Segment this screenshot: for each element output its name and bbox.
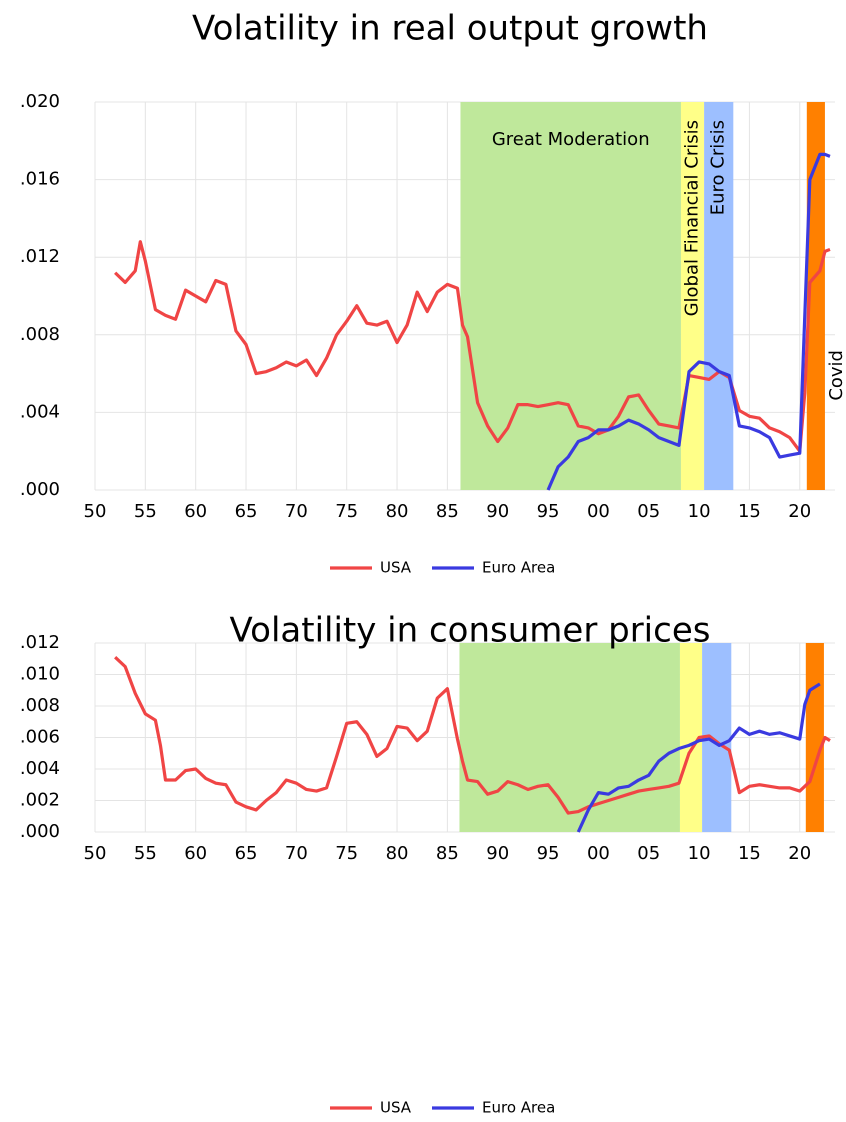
y-tick-label: .002 [20,790,60,811]
x-tick-label: 00 [587,843,610,864]
x-tick-label: 70 [285,501,308,522]
y-tick-label: .004 [20,401,60,422]
y-tick-label: .012 [20,632,60,653]
chart: .000 .002 .004 .006 .008 .010 .012 50 55 60 65 70 75… [20,611,835,1117]
period-label: Global Financial Crisis [682,120,703,316]
chart-title: Volatility in real output growth [192,9,708,49]
y-tick-label: .016 [20,169,60,190]
x-tick-label: 65 [235,843,258,864]
x-tick-label: 75 [335,843,358,864]
x-tick-label: 00 [587,501,610,522]
x-tick-label: 90 [486,843,509,864]
x-tick-label: 75 [335,501,358,522]
x-tick-label: 85 [436,501,459,522]
chart-title: Volatility in consumer prices [230,611,711,651]
chart: .000 .004 .008 .012 .016 .020 50 55 60 65 70 75 80 85… [20,9,846,577]
x-tick-label: 20 [788,501,811,522]
data-line [576,682,821,833]
x-tick-label: 55 [134,843,157,864]
x-tick-label: 15 [738,843,761,864]
x-tick-label: 10 [688,843,711,864]
y-tick-label: .004 [20,758,60,779]
legend: USA Euro Area [330,559,555,577]
shaded-period [704,102,734,490]
y-tick-label: .006 [20,727,60,748]
x-tick-label: 55 [134,501,157,522]
legend: USA Euro Area [330,1099,555,1117]
shaded-period [459,643,680,832]
x-tick-label: 70 [285,843,308,864]
x-tick-label: 80 [386,501,409,522]
y-tick-label: .000 [20,821,60,842]
shaded-period [806,102,825,490]
x-tick-label: 50 [84,501,107,522]
x-tick-label: 15 [738,501,761,522]
shaded-period [460,102,681,490]
y-tick-label: .020 [20,91,60,112]
shaded-period [679,643,703,832]
x-tick-label: 95 [537,501,560,522]
x-tick-label: 20 [788,843,811,864]
x-tick-label: 60 [184,501,207,522]
shaded-period [805,643,824,832]
x-tick-label: 95 [537,843,560,864]
y-tick-label: .000 [20,479,60,500]
x-tick-label: 60 [184,843,207,864]
y-tick-label: .010 [20,664,60,685]
x-tick-label: 50 [84,843,107,864]
legend-label: Euro Area [482,559,555,577]
legend-label: USA [380,559,412,577]
data-line [114,656,831,815]
data-line [546,152,831,491]
x-tick-label: 85 [436,843,459,864]
y-tick-label: .008 [20,324,60,345]
x-tick-label: 80 [386,843,409,864]
x-tick-label: 10 [688,501,711,522]
x-tick-label: 65 [235,501,258,522]
period-label: Covid [826,350,846,401]
legend-label: Euro Area [482,1099,555,1117]
x-tick-label: 05 [637,843,660,864]
y-tick-label: .008 [20,695,60,716]
x-tick-label: 90 [486,501,509,522]
y-tick-label: .012 [20,246,60,267]
period-label: Great Moderation [492,129,650,150]
period-label: Euro Crisis [708,120,729,215]
legend-label: USA [380,1099,412,1117]
x-tick-label: 05 [637,501,660,522]
